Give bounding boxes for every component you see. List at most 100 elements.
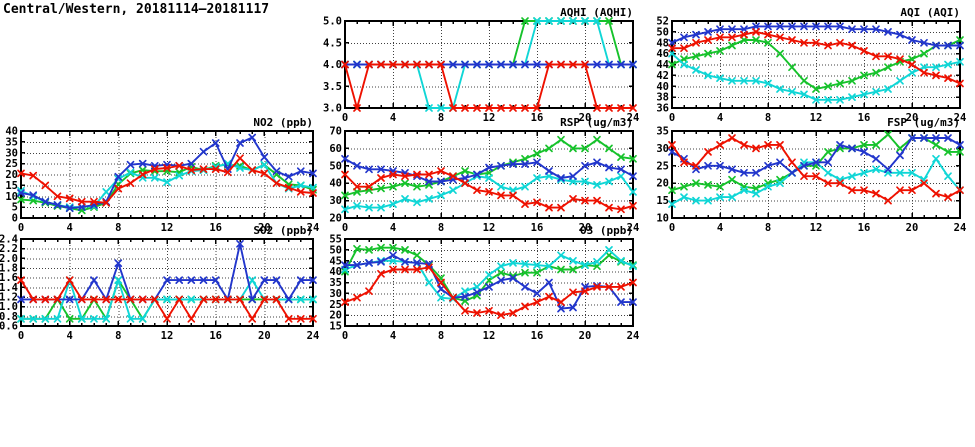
o3-xtick-label: 0 — [342, 330, 348, 342]
so2-ytick-label: 0.8 — [0, 311, 18, 323]
aqhi-xtick-label: 20 — [579, 112, 592, 124]
so2-axis-ticks — [20, 238, 314, 327]
aqhi-ytick-label: 3.5 — [323, 81, 342, 93]
rsp-series-cyan — [341, 172, 637, 214]
o3-xtick-label: 24 — [627, 330, 640, 342]
no2-xtick-label: 20 — [258, 222, 271, 234]
aqi-ytick-label: 36 — [656, 103, 669, 115]
rsp-xtick-label: 4 — [390, 222, 396, 234]
so2-xtick-label: 24 — [307, 330, 320, 342]
so2-xtick-label: 20 — [258, 330, 271, 342]
so2-ytick-label: 1.2 — [0, 292, 18, 304]
aqi-xtick-label: 20 — [906, 112, 919, 124]
aqi-series-red — [668, 28, 964, 88]
o3-ytick-label: 30 — [329, 288, 342, 300]
aqi-xtick-label: 12 — [810, 112, 823, 124]
no2-ytick-label: 20 — [5, 169, 18, 181]
no2-xtick-label: 24 — [307, 222, 320, 234]
aqi-xtick-label: 24 — [954, 112, 967, 124]
no2-ytick-label: 30 — [5, 147, 18, 159]
no2-ytick-label: 15 — [5, 180, 18, 192]
so2-gridlines — [21, 239, 313, 326]
so2-ytick-label: 2.4 — [0, 234, 18, 246]
fsp-xtick-label: 12 — [810, 222, 823, 234]
aqi-xtick-label: 16 — [858, 112, 871, 124]
so2-ytick-label: 1.4 — [0, 282, 18, 294]
aqi-ytick-label: 52 — [656, 16, 669, 28]
aqhi-axis-labels: 3.0 3.5 4.0 4.5 5.0 0 4 8 12 16 20 24 — [323, 16, 639, 125]
rsp-ytick-label: 20 — [329, 213, 342, 225]
no2-xtick-label: 8 — [115, 222, 121, 234]
no2-plot-border — [20, 130, 314, 219]
so2-ytick-label: 1.0 — [0, 301, 18, 313]
aqhi-plot-canvas: 3.0 3.5 4.0 4.5 5.0 0 4 8 12 16 20 24 AQHI (AQHI) — [323, 6, 639, 125]
so2-axis-labels: 0.60.81.01.21.41.61.82.02.22.4 0 4 8 12 16 20 2… — [0, 234, 319, 343]
aqi-gridlines — [672, 21, 960, 108]
so2-xtick-label: 8 — [115, 330, 121, 342]
aqi-xtick-label: 4 — [717, 112, 723, 124]
no2-ytick-label: 0 — [12, 213, 18, 225]
aqi-ytick-label: 44 — [656, 59, 669, 71]
o3-xtick-label: 16 — [531, 330, 544, 342]
o3-series-red — [341, 263, 637, 319]
fsp-xtick-label: 20 — [906, 222, 919, 234]
so2-plot-canvas: 0.60.81.01.21.41.61.82.02.22.40 4 8 12 16 20 2… — [0, 224, 319, 343]
o3-xtick-label: 4 — [390, 330, 396, 342]
chart-fsp: 10 15 20 25 30 35 0 4 8 12 16 20 24 FSP (ug/m3) — [632, 115, 972, 241]
fsp-ytick-label: 15 — [656, 195, 669, 207]
so2-xtick-label: 16 — [209, 330, 222, 342]
o3-ytick-label: 40 — [329, 266, 342, 278]
aqi-ytick-label: 48 — [656, 37, 669, 49]
fsp-series-red — [668, 134, 964, 205]
so2-ytick-label: 0.6 — [0, 321, 18, 333]
no2-ytick-label: 10 — [5, 191, 18, 203]
no2-ytick-label: 35 — [5, 136, 18, 148]
no2-xtick-label: 16 — [209, 222, 222, 234]
fsp-plot-canvas: 10 15 20 25 30 35 0 4 8 12 16 20 24 FSP (ug/m3) — [656, 116, 966, 234]
no2-ytick-label: 5 — [12, 202, 18, 214]
aqhi-series-red — [341, 60, 637, 112]
aqi-series-cyan — [668, 49, 964, 104]
fsp-series-blue — [668, 134, 964, 177]
fsp-ytick-label: 20 — [656, 178, 669, 190]
so2-chart-title: SO2 (ppb) — [253, 224, 313, 237]
o3-gridlines — [345, 239, 633, 326]
no2-xtick-label: 0 — [18, 222, 24, 234]
rsp-xtick-label: 8 — [438, 222, 444, 234]
page-title: Central/Western, 20181114–20181117 — [3, 2, 270, 17]
o3-xtick-label: 12 — [483, 330, 496, 342]
rsp-ytick-label: 50 — [329, 160, 342, 172]
aqhi-xtick-label: 16 — [531, 112, 544, 124]
o3-xtick-label: 8 — [438, 330, 444, 342]
fsp-ytick-label: 25 — [656, 160, 669, 172]
no2-series-red — [17, 154, 317, 207]
fsp-xtick-label: 16 — [858, 222, 871, 234]
so2-ytick-label: 1.6 — [0, 272, 18, 284]
rsp-series-blue — [341, 154, 637, 186]
aqi-ytick-label: 46 — [656, 48, 669, 60]
no2-chart-title: NO2 (ppb) — [253, 116, 313, 129]
o3-ytick-label: 45 — [329, 255, 342, 267]
so2-xtick-label: 12 — [161, 330, 174, 342]
fsp-chart-title: FSP (ug/m3) — [887, 116, 960, 129]
aqi-ytick-label: 50 — [656, 26, 669, 38]
aqhi-ytick-label: 3.0 — [323, 103, 342, 115]
aqhi-ytick-label: 5.0 — [323, 16, 342, 28]
aqhi-xtick-label: 12 — [483, 112, 496, 124]
rsp-chart-title: RSP (ug/m3) — [560, 116, 633, 129]
rsp-axis-labels: 20 30 40 50 60 70 0 4 8 12 16 20 24 — [329, 126, 639, 235]
aqi-xtick-label: 0 — [669, 112, 675, 124]
so2-ytick-label: 2.0 — [0, 253, 18, 265]
fsp-ytick-label: 30 — [656, 143, 669, 155]
so2-xtick-label: 4 — [67, 330, 73, 342]
rsp-series-red — [341, 167, 637, 214]
o3-ytick-label: 55 — [329, 234, 342, 246]
so2-series-red — [17, 276, 317, 323]
aqhi-chart-title: AQHI (AQHI) — [560, 6, 633, 19]
aqhi-ytick-label: 4.5 — [323, 37, 342, 49]
